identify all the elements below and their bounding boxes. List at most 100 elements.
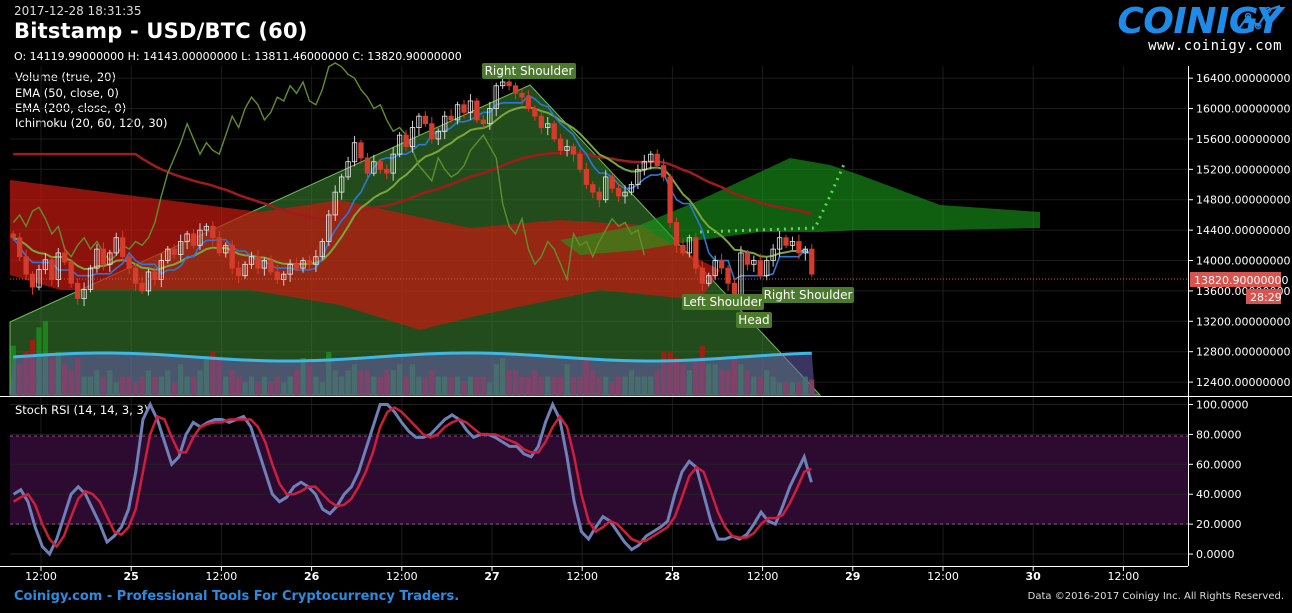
pattern-labels: Right Shoulder Left Shoulder Head Right … (482, 63, 854, 328)
footer-tagline[interactable]: Coinigy.com - Professional Tools For Cry… (14, 589, 460, 604)
candlesticks (10, 75, 815, 307)
label-right-shoulder: Right Shoulder (764, 288, 853, 302)
candle-body (197, 229, 203, 246)
candle-body (235, 267, 242, 277)
candle-body (545, 123, 551, 128)
candle-body (596, 191, 602, 201)
ichimoku-cloud-red (10, 180, 720, 330)
candle-body (435, 130, 441, 140)
volume-ma-line (13, 351, 812, 363)
candle-body (403, 134, 409, 147)
candle-body (81, 288, 87, 299)
candle-body (261, 260, 268, 269)
candle-body (525, 96, 532, 109)
candle-body (113, 237, 119, 254)
candle-body (551, 123, 557, 140)
candle-body (628, 184, 635, 193)
candle-body (416, 115, 422, 128)
volume-bars (10, 321, 815, 395)
pattern-overlays (9, 84, 1040, 396)
candle-body (661, 165, 667, 178)
candle-body (10, 233, 16, 239)
stoch-tick-label: 40.0000 (1196, 488, 1242, 501)
time-axis: 12:00 25 12:00 26 12:00 27 12:00 28 12:00 29 12:00… (25, 566, 1139, 583)
candle-body (229, 244, 235, 269)
candle-body (744, 252, 751, 265)
candle-body (570, 146, 577, 155)
candle-body (641, 161, 647, 170)
time-tick-label: 12:00 (927, 570, 959, 583)
candle-body (274, 271, 280, 280)
time-tick-label: 12:00 (386, 570, 418, 583)
candle-body (461, 104, 467, 113)
candle-body (377, 161, 383, 170)
candle-body (512, 85, 519, 94)
price-tick-label: 16400.00000000 (1196, 72, 1290, 85)
candle-body (751, 260, 757, 265)
price-tick-label: 15200.00000000 (1196, 163, 1290, 176)
candle-body (152, 271, 158, 280)
candle-body (17, 237, 23, 258)
time-tick-label: 12:00 (1108, 570, 1140, 583)
coinigy-logo: COINIGY www.coinigy.com (1117, 2, 1282, 55)
countdown-badge (1246, 289, 1281, 304)
volume-ma-area (10, 353, 815, 395)
time-tick-label: 30 (1026, 570, 1042, 583)
candle-body (132, 267, 139, 284)
candle-body (667, 176, 673, 223)
candle-body (757, 260, 763, 277)
candle-body (467, 100, 474, 113)
candle-body (442, 115, 448, 132)
time-tick-label: 12:00 (566, 570, 598, 583)
candle-body (287, 263, 293, 275)
candle-body (622, 191, 628, 197)
price-tick-label: 13200.00000000 (1196, 315, 1290, 328)
ema50-line (12, 106, 813, 271)
candle-body (409, 127, 416, 147)
candle-body (255, 256, 261, 269)
candle-body (319, 241, 325, 258)
candle-body (190, 233, 197, 246)
candle-body (293, 263, 300, 269)
countdown-value: 28:29 (1250, 291, 1282, 304)
ema200-line (13, 151, 813, 221)
projection-dotted (699, 161, 847, 234)
candle-body (120, 237, 126, 258)
indicator-ichimoku[interactable]: Ichimoku (20, 60, 120, 30) (15, 116, 168, 130)
candle-body (74, 282, 81, 299)
price-tick-label: 12400.00000000 (1196, 376, 1290, 389)
indicator-volume[interactable]: Volume (true, 20) (15, 70, 116, 84)
price-tick-label: 14800.00000000 (1196, 194, 1290, 207)
candle-body (165, 248, 171, 261)
candle-body (23, 256, 29, 275)
candle-body (783, 237, 789, 246)
candle-body (49, 259, 55, 280)
stoch-tick-label: 80.0000 (1196, 428, 1242, 441)
candle-body (706, 275, 712, 284)
label-head: Head (738, 313, 769, 327)
candle-body (725, 267, 731, 284)
candle-body (364, 157, 371, 174)
candle-body (506, 81, 512, 87)
candle-body (609, 176, 615, 189)
price-tick-label: 12800.00000000 (1196, 346, 1290, 359)
candle-body (776, 237, 783, 250)
candle-body (796, 241, 802, 254)
logo-trend-icon (1237, 5, 1281, 31)
label-left-shoulder: Left Shoulder (683, 295, 763, 309)
candle-body (351, 142, 358, 163)
indicator-ema200[interactable]: EMA (200, close, 0) (15, 101, 127, 115)
stoch-tick-label: 60.0000 (1196, 458, 1242, 471)
stoch-k-line (12, 400, 813, 557)
candle-body (242, 263, 248, 277)
candle-body (532, 108, 538, 117)
candle-body (519, 92, 525, 98)
candle-body (300, 260, 306, 269)
time-tick-label: 12:00 (747, 570, 779, 583)
time-tick-label: 12:00 (25, 570, 57, 583)
candle-body (139, 282, 145, 292)
candle-body (36, 269, 42, 288)
candle-body (107, 252, 113, 265)
candle-body (62, 252, 68, 263)
